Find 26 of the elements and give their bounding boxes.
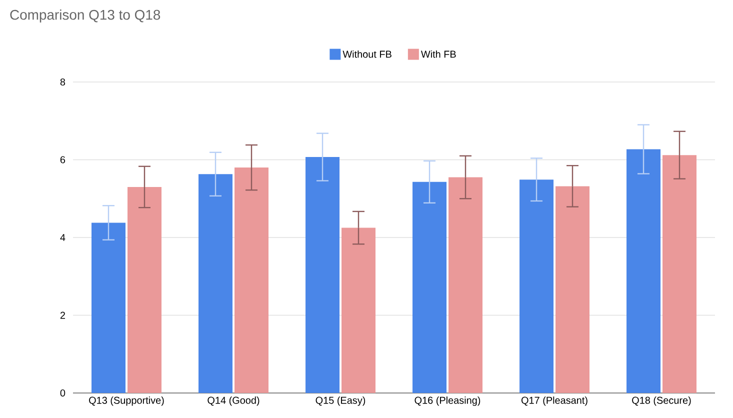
bar (128, 186, 162, 393)
x-tick-label: Q17 (Pleasant) (521, 396, 588, 406)
y-tick-label: 0 (60, 389, 66, 397)
bar (92, 222, 126, 393)
chart-title: Comparison Q13 to Q18 (10, 10, 160, 23)
y-tick-label: 6 (60, 156, 66, 164)
x-tick-label: Q16 (Pleasing) (414, 396, 480, 406)
legend-label: Without FB (342, 50, 392, 58)
y-tick-label: 2 (60, 312, 65, 319)
bar (198, 174, 233, 393)
x-tick-label: Q14 (Good) (208, 396, 260, 406)
bar (306, 157, 340, 393)
bar (520, 180, 554, 393)
bar (342, 228, 376, 393)
legend-label: With FB (420, 50, 456, 58)
x-tick-label: Q15 (Easy) (316, 396, 366, 406)
y-tick-label: 8 (60, 78, 66, 86)
x-tick-label: Q18 (Secure) (632, 396, 691, 406)
bar (234, 168, 269, 393)
bar (662, 155, 697, 393)
bar (448, 177, 483, 393)
bar (556, 186, 590, 393)
x-tick-label: Q13 (Supportive) (89, 396, 164, 406)
y-tick-label: 4 (60, 234, 66, 241)
bar (626, 149, 661, 393)
bar (412, 182, 447, 393)
